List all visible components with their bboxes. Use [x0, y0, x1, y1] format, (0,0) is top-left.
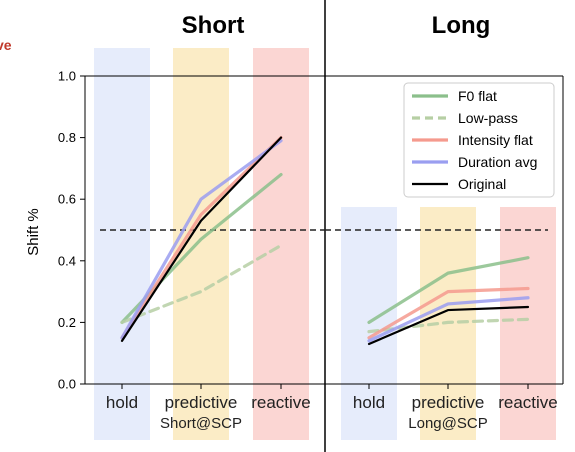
series-long-low-pass: [367, 317, 530, 334]
y-tick-label: 0.0: [58, 377, 76, 392]
series-short-duration-avg: [120, 139, 283, 340]
y-axis-label: Shift %: [25, 208, 42, 256]
x-tick-label-reactive: reactive: [498, 393, 558, 412]
legend-label-intensity-flat: Intensity flat: [458, 132, 533, 148]
series-short-low-pass: [120, 243, 283, 324]
x-tick-label-reactive: reactive: [251, 393, 311, 412]
x-tick-labels: hold predictive reactive Short@SCP hold predi…: [106, 393, 558, 432]
clipped-edge-label: ve: [0, 37, 12, 53]
series-short-intensity-flat: [120, 136, 283, 340]
x-tick-label-predictive: predictive: [412, 393, 485, 412]
y-tick-label: 0.6: [58, 192, 76, 207]
x-sub-label: Short@SCP: [160, 415, 242, 432]
legend-label-original: Original: [458, 176, 506, 192]
series-short-original: [120, 136, 283, 342]
y-tick-label: 0.8: [58, 130, 76, 145]
legend-box: [403, 82, 555, 198]
x-sub-label: Long@SCP: [408, 415, 487, 432]
axes: 0.0 0.2 0.4 0.6 0.8 1.0: [58, 69, 564, 392]
x-tick-label-predictive: predictive: [165, 393, 238, 412]
x-tick-label-hold: hold: [353, 393, 385, 412]
series-long-f0-flat: [367, 256, 530, 324]
x-tick-label-hold: hold: [106, 393, 138, 412]
y-tick-label: 0.4: [58, 253, 76, 268]
series-long-original: [367, 305, 530, 346]
panel-title-short: Short: [182, 12, 245, 39]
legend-label-f0-flat: F0 flat: [458, 88, 497, 104]
band-hold: [94, 48, 150, 440]
y-tick-label: 1.0: [58, 69, 76, 84]
legend-label-duration-avg: Duration avg: [458, 154, 537, 170]
series-long-intensity-flat: [367, 286, 530, 340]
band-reactive: [253, 48, 309, 440]
legend: F0 flat Low-pass Intensity flat Duration av…: [403, 82, 555, 198]
band-reactive: [500, 207, 556, 440]
series-lines: [120, 136, 530, 346]
legend-label-low-pass: Low-pass: [458, 110, 518, 126]
panel-title-long: Long: [432, 12, 491, 39]
y-tick-label: 0.2: [58, 315, 76, 330]
series-long-duration-avg: [367, 296, 530, 343]
